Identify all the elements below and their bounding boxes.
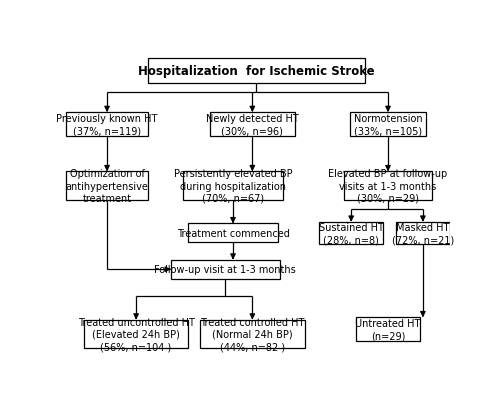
FancyBboxPatch shape: [396, 222, 450, 244]
FancyBboxPatch shape: [84, 320, 188, 348]
FancyBboxPatch shape: [344, 172, 432, 200]
Text: Normotension
(33%, n=105): Normotension (33%, n=105): [354, 113, 422, 136]
Text: Treatment commenced: Treatment commenced: [176, 228, 290, 238]
Text: Hospitalization  for Ischemic Stroke: Hospitalization for Ischemic Stroke: [138, 65, 374, 78]
FancyBboxPatch shape: [350, 113, 426, 137]
Text: Sustained HT
(28%, n=8): Sustained HT (28%, n=8): [319, 222, 384, 245]
Text: Treated controlled HT
(Normal 24h BP)
(44%, n=82 ): Treated controlled HT (Normal 24h BP) (4…: [200, 317, 304, 351]
FancyBboxPatch shape: [182, 172, 284, 200]
FancyBboxPatch shape: [319, 222, 383, 244]
Text: Newly detected HT
(30%, n=96): Newly detected HT (30%, n=96): [206, 113, 299, 136]
Text: Persistently elevated BP
during hospitalization
(70%, n=67): Persistently elevated BP during hospital…: [174, 169, 292, 203]
FancyBboxPatch shape: [188, 224, 278, 243]
Text: Follow-up visit at 1-3 months: Follow-up visit at 1-3 months: [154, 265, 296, 274]
FancyBboxPatch shape: [66, 113, 148, 137]
FancyBboxPatch shape: [200, 320, 304, 348]
Text: Untreated HT
(n=29): Untreated HT (n=29): [356, 318, 420, 341]
Text: Masked HT
(72%, n=21): Masked HT (72%, n=21): [392, 222, 454, 245]
Text: Treated uncontrolled HT
(Elevated 24h BP)
(56%, n=104 ): Treated uncontrolled HT (Elevated 24h BP…: [78, 317, 194, 351]
FancyBboxPatch shape: [148, 58, 365, 84]
FancyBboxPatch shape: [66, 172, 148, 200]
Text: Elevated BP at follow-up
visits at 1-3 months
(30%, n=29): Elevated BP at follow-up visits at 1-3 m…: [328, 169, 448, 203]
FancyBboxPatch shape: [210, 113, 295, 137]
Text: Previously known HT
(37%, n=119): Previously known HT (37%, n=119): [56, 113, 158, 136]
FancyBboxPatch shape: [356, 317, 420, 341]
FancyBboxPatch shape: [171, 260, 280, 279]
Text: Optimization of
antihypertensive
treatment: Optimization of antihypertensive treatme…: [66, 169, 148, 203]
